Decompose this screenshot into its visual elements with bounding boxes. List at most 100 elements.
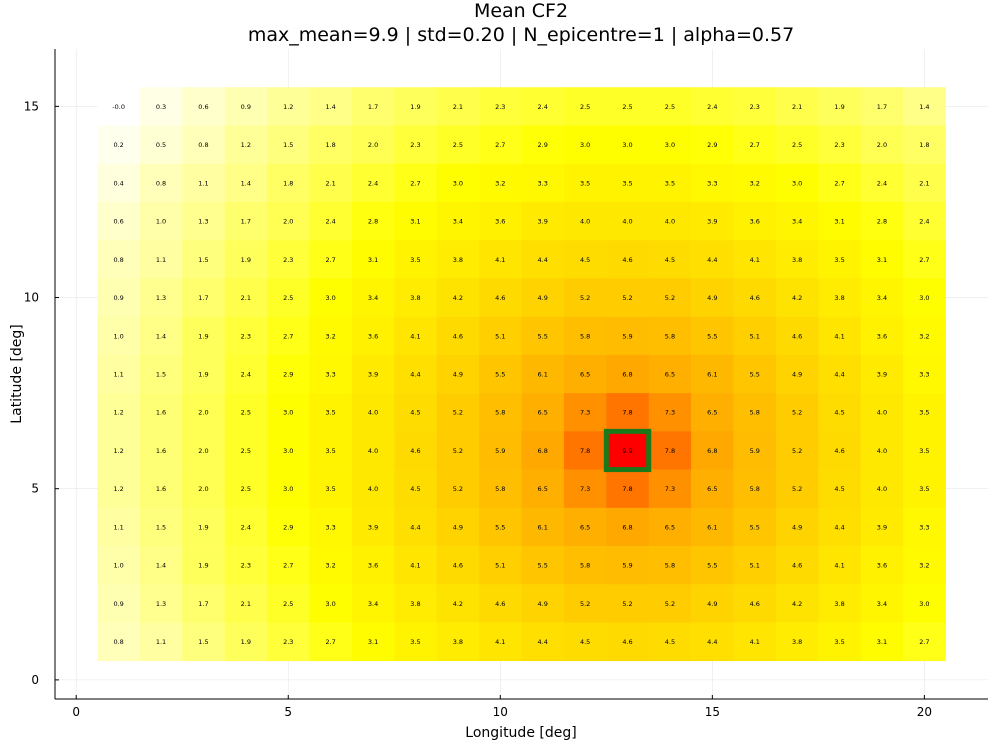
cell-value-label: 4.5 xyxy=(834,485,844,493)
cell-value-label: 5.5 xyxy=(750,371,760,379)
cell-value-label: 2.5 xyxy=(622,103,632,111)
heatmap-cell xyxy=(224,125,268,165)
heatmap-cell xyxy=(903,584,946,623)
cell-value-label: 2.0 xyxy=(198,447,208,455)
cell-value-label: 6.5 xyxy=(707,485,717,493)
heatmap-cell xyxy=(394,393,437,432)
heatmap-cell xyxy=(351,393,395,432)
cell-value-label: 1.6 xyxy=(156,409,166,417)
cell-value-label: 3.5 xyxy=(325,447,335,455)
cell-value-label: 3.8 xyxy=(453,638,463,646)
heatmap-cell xyxy=(436,87,480,126)
heatmap-cell xyxy=(267,622,310,662)
cell-value-label: 0.8 xyxy=(113,638,123,646)
heatmap-cell xyxy=(351,431,395,470)
cell-value-label: 1.5 xyxy=(198,256,208,264)
heatmap-cell xyxy=(351,278,395,317)
heatmap-cell xyxy=(521,431,565,470)
cell-value-label: 3.4 xyxy=(877,294,887,302)
cell-value-label: 4.9 xyxy=(792,523,802,531)
cell-value-label: 3.5 xyxy=(325,409,335,417)
cell-value-label: 1.9 xyxy=(241,256,251,264)
cell-value-label: 2.0 xyxy=(198,409,208,417)
heatmap-cell xyxy=(182,431,225,470)
cell-value-label: 3.3 xyxy=(919,523,929,531)
heatmap-cell xyxy=(436,431,480,470)
heatmap-cell xyxy=(267,546,310,585)
heatmap-cell xyxy=(97,431,141,470)
heatmap-cell xyxy=(436,201,480,241)
cell-value-label: 4.4 xyxy=(707,256,717,264)
heatmap-cell xyxy=(479,469,522,509)
heatmap-cell xyxy=(394,507,437,547)
heatmap-cell xyxy=(775,201,819,241)
cell-value-label: 2.3 xyxy=(241,562,251,570)
heatmap-cell xyxy=(267,201,310,241)
cell-value-label: 2.7 xyxy=(283,332,293,340)
chart-title: Mean CF2 xyxy=(474,0,568,22)
heatmap-cell xyxy=(818,469,862,509)
heatmap-cell xyxy=(224,163,268,203)
cell-value-label: 4.9 xyxy=(453,523,463,531)
cell-value-label: 4.6 xyxy=(622,256,632,264)
cell-value-label: 3.8 xyxy=(792,256,802,264)
cell-value-label: 2.9 xyxy=(283,371,293,379)
heatmap-cell xyxy=(521,125,565,165)
cell-value-label: 3.5 xyxy=(919,485,929,493)
heatmap-cell xyxy=(351,622,395,662)
cell-value-label: 1.2 xyxy=(113,447,123,455)
heatmap-cell xyxy=(903,125,946,165)
heatmap-cell xyxy=(818,431,862,470)
heatmap-cell xyxy=(224,469,268,509)
heatmap-cell xyxy=(691,87,734,126)
heatmap-cell xyxy=(436,125,480,165)
cell-value-label: 3.2 xyxy=(325,332,335,340)
heatmap-cell xyxy=(775,469,819,509)
heatmap-cell xyxy=(267,393,310,432)
heatmap-cell xyxy=(182,125,225,165)
cell-value-label: 3.6 xyxy=(750,218,760,226)
heatmap-cell xyxy=(394,316,437,356)
cell-value-label: 0.3 xyxy=(156,103,166,111)
cell-value-label: 5.8 xyxy=(580,562,590,570)
cell-value-label: 1.1 xyxy=(156,256,166,264)
heatmap-cell xyxy=(733,584,777,623)
heatmap-cell xyxy=(521,163,565,203)
heatmap-cell xyxy=(648,163,692,203)
heatmap-cell xyxy=(97,201,141,241)
heatmap-cell xyxy=(351,240,395,279)
x-tick-label: 5 xyxy=(284,705,292,719)
cell-value-label: 3.4 xyxy=(368,294,378,302)
cell-value-label: 2.0 xyxy=(198,485,208,493)
cell-value-label: 2.5 xyxy=(241,485,251,493)
cell-value-label: 4.6 xyxy=(622,638,632,646)
heatmap-cell xyxy=(521,584,565,623)
heatmap-cell xyxy=(267,240,310,279)
heatmap-cell xyxy=(818,240,862,279)
heatmap-cell xyxy=(267,507,310,547)
cell-value-label: 5.8 xyxy=(750,409,760,417)
heatmap-cell xyxy=(648,240,692,279)
heatmap-cell xyxy=(903,622,946,662)
cell-value-label: 2.5 xyxy=(665,103,675,111)
heatmap-cell xyxy=(818,622,862,662)
cell-value-label: 3.2 xyxy=(750,179,760,187)
heatmap-cell xyxy=(436,316,480,356)
heatmap-cell xyxy=(903,507,946,547)
cell-value-label: 3.2 xyxy=(325,562,335,570)
cell-value-label: 0.9 xyxy=(113,600,123,608)
heatmap-cell xyxy=(775,278,819,317)
cell-value-label: 3.4 xyxy=(877,600,887,608)
cell-value-label: 5.2 xyxy=(792,409,802,417)
heatmap-cell xyxy=(139,546,183,585)
heatmap-cell xyxy=(860,622,904,662)
heatmap-cell xyxy=(139,507,183,547)
heatmap-cell xyxy=(479,507,522,547)
heatmap-cell xyxy=(97,316,141,356)
heatmap-cell xyxy=(224,622,268,662)
heatmap-cell xyxy=(691,316,734,356)
heatmap-cell xyxy=(903,240,946,279)
cell-value-label: 6.8 xyxy=(707,447,717,455)
heatmap-cell xyxy=(691,278,734,317)
